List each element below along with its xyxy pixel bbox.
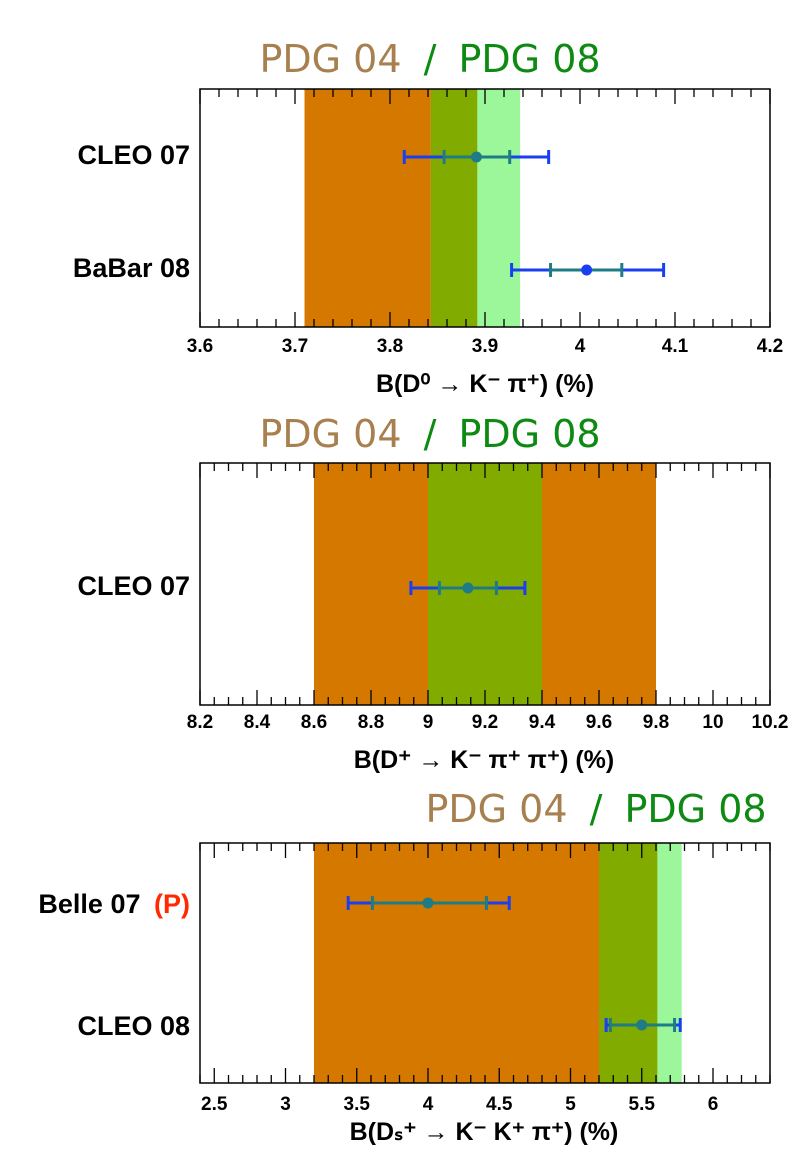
panel-ds: PDG 04 / PDG 08 2.5 3 3.5 4 4.5 5 5.5 6 Belle 0… bbox=[38, 787, 771, 1146]
band-pdg04 bbox=[314, 843, 599, 1083]
tick-label: 3.6 bbox=[187, 336, 213, 357]
measurement-cleo-07 bbox=[409, 581, 527, 595]
panel-d0-label-babar08: BaBar 08 bbox=[73, 253, 190, 283]
measurement-cleo-08 bbox=[604, 1018, 682, 1032]
panel-d0-xlabel: B(D⁰ → K⁻ π⁺) (%) bbox=[376, 370, 594, 398]
panel-dplus-title-pdg04: PDG 04 bbox=[259, 412, 401, 456]
tick-label: 4.2 bbox=[757, 336, 783, 357]
tick-label: 3.8 bbox=[377, 336, 403, 357]
tick-label: 9.4 bbox=[529, 712, 556, 733]
panel-dplus-frame bbox=[199, 462, 771, 706]
tick-label: 4 bbox=[575, 336, 586, 357]
panel-d0-title-pdg04: PDG 04 bbox=[259, 37, 401, 81]
panel-ds-bands bbox=[314, 843, 682, 1083]
panel-d0: PDG 04 / PDG 08 3.6 3.7 3.8 3.9 4 4.1 4.2 CLEO… bbox=[73, 37, 783, 398]
panel-ds-label-belle07-flag: (P) bbox=[154, 889, 190, 919]
tick-label: 9 bbox=[423, 712, 434, 733]
panel-ds-label-cleo08: CLEO 08 bbox=[77, 1011, 190, 1041]
panel-d0-bands bbox=[304, 89, 521, 327]
central-value-point bbox=[581, 264, 593, 276]
tick-label: 5 bbox=[565, 1094, 576, 1115]
tick-label: 10.2 bbox=[752, 712, 789, 733]
tick-label: 5.5 bbox=[629, 1094, 656, 1115]
tick-label: 4.1 bbox=[662, 336, 689, 357]
tick-label: 8.8 bbox=[358, 712, 384, 733]
panel-dplus-xlabel: B(D⁺ → K⁻ π⁺ π⁺) (%) bbox=[354, 746, 615, 774]
tick-label: 9.2 bbox=[472, 712, 498, 733]
panel-dplus-bands bbox=[314, 463, 656, 705]
tick-label: 3 bbox=[280, 1094, 291, 1115]
panel-d0-label-cleo07: CLEO 07 bbox=[77, 140, 190, 170]
band-pdg04 bbox=[304, 89, 431, 327]
tick-label: 9.6 bbox=[586, 712, 612, 733]
tick-label: 3.9 bbox=[472, 336, 498, 357]
panel-ds-frame bbox=[199, 842, 771, 1084]
panel-ds-title-pdg08: PDG 08 bbox=[625, 787, 767, 831]
tick-label: 8.2 bbox=[187, 712, 213, 733]
panel-dplus: PDG 04 / PDG 08 8.2 8.4 8.6 8.8 9 9.2 9.4 9.6 9.… bbox=[77, 412, 788, 774]
measurement-babar-08 bbox=[510, 263, 666, 277]
panel-ds-label-belle07: Belle 07 (P) bbox=[38, 889, 190, 919]
band-pdg08 bbox=[430, 89, 478, 327]
central-value-point bbox=[422, 897, 434, 909]
band-pdg08-outer bbox=[477, 89, 521, 327]
panel-dplus-title: PDG 04 / PDG 08 bbox=[259, 412, 600, 456]
panel-ds-title-pdg04: PDG 04 bbox=[425, 787, 567, 831]
tick-label: 2.5 bbox=[201, 1094, 228, 1115]
panel-dplus-title-sep: / bbox=[424, 412, 437, 456]
central-value-point bbox=[470, 151, 482, 163]
panel-d0-title-sep: / bbox=[424, 37, 437, 81]
panel-d0-ticks: 3.6 3.7 3.8 3.9 4 4.1 4.2 bbox=[187, 89, 783, 357]
panel-ds-measurements bbox=[346, 896, 682, 1032]
panel-d0-measurements bbox=[402, 150, 666, 277]
tick-label: 8.6 bbox=[301, 712, 327, 733]
band-pdg08-outer bbox=[657, 843, 682, 1083]
panel-ds-ticks: 2.5 3 3.5 4 4.5 5 5.5 6 bbox=[199, 843, 771, 1115]
panel-dplus-title-pdg08: PDG 08 bbox=[459, 412, 601, 456]
panel-ds-title: PDG 04 / PDG 08 bbox=[425, 787, 766, 831]
tick-label: 3.7 bbox=[282, 336, 308, 357]
panel-dplus-measurements bbox=[409, 581, 527, 595]
panel-ds-xlabel: B(Dₛ⁺ → K⁻ K⁺ π⁺) (%) bbox=[350, 1118, 619, 1146]
band-pdg08 bbox=[599, 843, 658, 1083]
tick-label: 3.5 bbox=[344, 1094, 371, 1115]
tick-label: 9.8 bbox=[643, 712, 669, 733]
band-pdg08 bbox=[428, 463, 542, 705]
panel-d0-title-pdg08: PDG 08 bbox=[459, 37, 601, 81]
tick-label: 4 bbox=[423, 1094, 434, 1115]
panel-ds-label-belle07-name: Belle 07 bbox=[38, 889, 140, 919]
tick-label: 8.4 bbox=[244, 712, 271, 733]
central-value-point bbox=[462, 582, 474, 594]
panel-dplus-label-cleo07: CLEO 07 bbox=[77, 571, 190, 601]
panel-ds-title-sep: / bbox=[590, 787, 603, 831]
panel-dplus-ticks: 8.2 8.4 8.6 8.8 9 9.2 9.4 9.6 9.8 10 10.2 bbox=[187, 463, 789, 733]
tick-label: 6 bbox=[708, 1094, 719, 1115]
panel-d0-frame bbox=[199, 88, 771, 328]
measurement-belle-07 bbox=[346, 896, 511, 910]
panel-d0-title: PDG 04 / PDG 08 bbox=[259, 37, 600, 81]
tick-label: 4.5 bbox=[486, 1094, 513, 1115]
measurement-cleo-07 bbox=[402, 150, 551, 164]
central-value-point bbox=[636, 1019, 648, 1031]
tick-label: 10 bbox=[702, 712, 723, 733]
